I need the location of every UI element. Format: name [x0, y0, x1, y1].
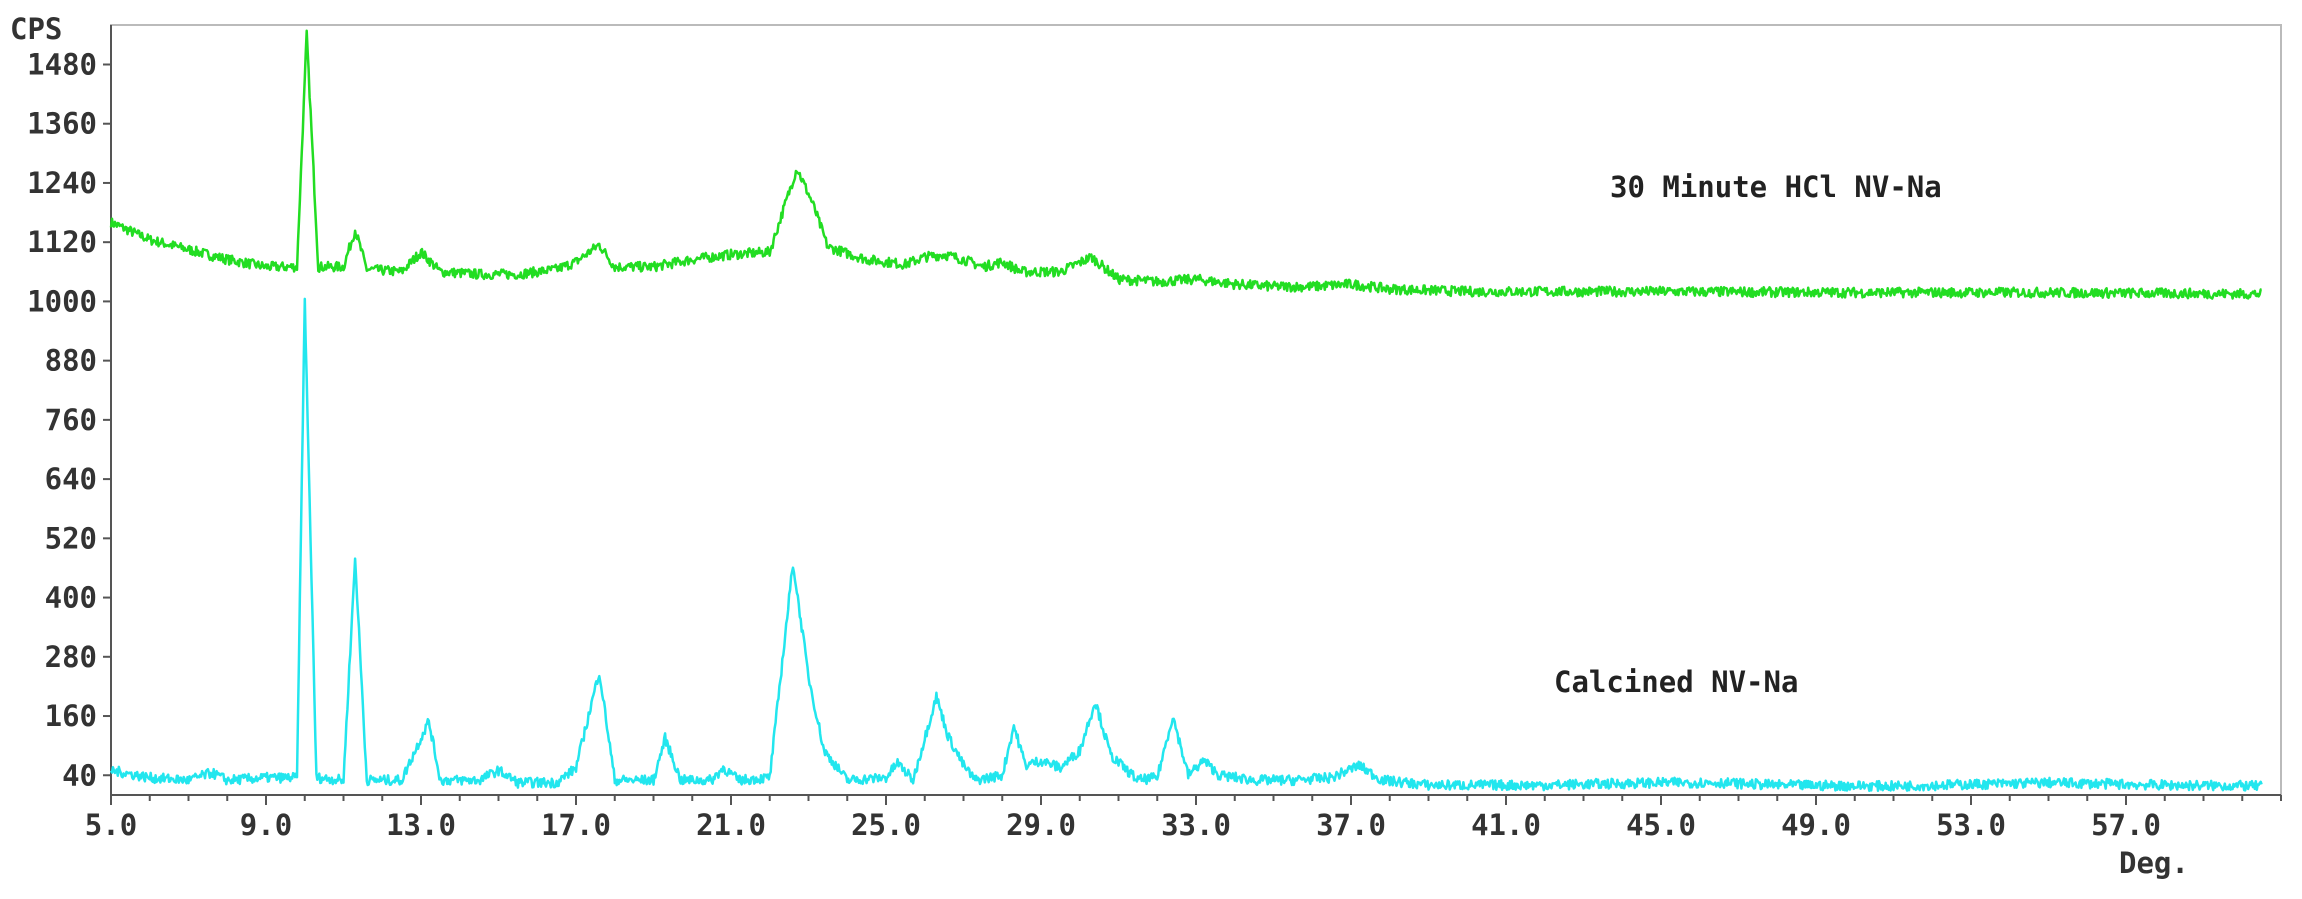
x-tick-label: 41.0: [1471, 808, 1541, 842]
y-tick-label: 1360: [27, 107, 97, 141]
y-tick-label: 280: [45, 640, 97, 674]
x-tick-label: 5.0: [85, 808, 137, 842]
y-tick-label: 640: [45, 462, 97, 496]
series-label-calcined: Calcined NV-Na: [1554, 665, 1798, 699]
x-tick-label: 45.0: [1626, 808, 1696, 842]
plot-frame: [110, 24, 2282, 796]
y-tick-label: 40: [62, 758, 97, 792]
x-tick-label: 17.0: [541, 808, 611, 842]
y-tick-label: 520: [45, 521, 97, 555]
x-tick-label: 37.0: [1316, 808, 1386, 842]
x-tick-label: 57.0: [2091, 808, 2161, 842]
x-tick-label: 53.0: [1936, 808, 2006, 842]
x-tick-label: 13.0: [386, 808, 456, 842]
x-axis-ticks: 5.0 9.0 13.0 17.0 21.0 25.0 29.0 33.0 37.0 41.0 45…: [85, 795, 2282, 842]
y-tick-label: 160: [45, 699, 97, 733]
y-tick-label: 1000: [27, 284, 97, 318]
x-axis-label: Deg.: [2119, 846, 2189, 880]
x-tick-label: 29.0: [1006, 808, 1076, 842]
y-tick-label: 1120: [27, 225, 97, 259]
series-line-calcined: [109, 297, 2263, 793]
series-line-hcl: [109, 29, 2262, 300]
y-tick-label: 1240: [27, 166, 97, 200]
x-tick-label: 49.0: [1781, 808, 1851, 842]
y-tick-label: 760: [45, 403, 97, 437]
x-tick-label: 21.0: [696, 808, 766, 842]
x-tick-label: 33.0: [1161, 808, 1231, 842]
y-tick-label: 400: [45, 581, 97, 615]
x-tick-label: 9.0: [240, 808, 292, 842]
y-tick-label: 880: [45, 344, 97, 378]
y-axis-ticks: 40 160 280 400 520 640 760 880 1000 1120 1240 1360 1…: [27, 47, 111, 792]
x-tick-label: 25.0: [851, 808, 921, 842]
series-label-hcl: 30 Minute HCl NV-Na: [1610, 170, 1942, 204]
y-tick-label: 1480: [27, 47, 97, 81]
y-axis-label: CPS: [10, 12, 62, 46]
